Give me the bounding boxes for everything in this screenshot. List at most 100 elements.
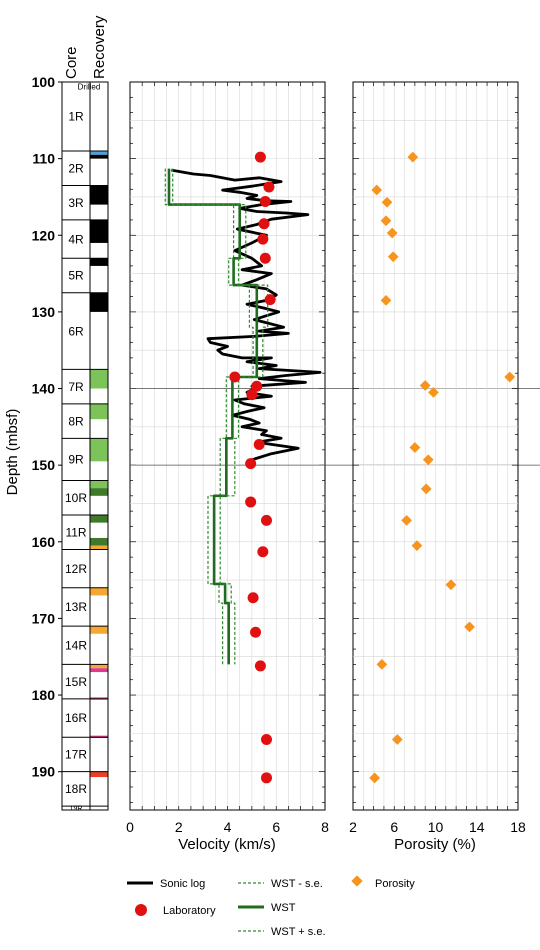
lab-point-4 xyxy=(257,233,269,245)
lab-point-0 xyxy=(254,151,266,163)
depth-tick-130: 130 xyxy=(32,304,56,320)
porosity-panel: 2 6 10 14 18 Porosity (%) xyxy=(349,81,526,853)
recovery-interval-1 xyxy=(90,154,108,159)
porosity-point-12 xyxy=(420,483,432,495)
porosity-point-3 xyxy=(380,215,392,227)
depth-tick-100: 100 xyxy=(32,74,56,90)
sonic-log-line xyxy=(171,168,322,462)
recovery-interval-16 xyxy=(90,664,108,669)
core-label-16R: 16R xyxy=(65,711,87,725)
velocity-xtick-6: 6 xyxy=(272,819,280,835)
recovery-interval-10 xyxy=(90,488,108,496)
wst-s-e--line xyxy=(172,168,269,665)
core-label-6R: 6R xyxy=(68,324,84,338)
core-label-1R: 1R xyxy=(68,110,84,124)
core-column-frame xyxy=(61,81,91,811)
legend-porosity-swatch xyxy=(351,875,363,887)
recovery-interval-0 xyxy=(90,150,108,155)
legend-lab-swatch xyxy=(135,904,147,916)
porosity-point-1 xyxy=(371,184,383,196)
core-label-13R: 13R xyxy=(65,600,87,614)
porosity-point-5 xyxy=(387,251,399,263)
lab-point-13 xyxy=(261,514,272,526)
velocity-series xyxy=(130,151,540,784)
lab-point-15 xyxy=(247,592,259,604)
core-label-10R: 10R xyxy=(65,491,87,505)
core-label-12R: 12R xyxy=(65,562,87,576)
lab-point-11 xyxy=(245,458,257,470)
lab-point-14 xyxy=(257,546,269,558)
recovery-interval-15 xyxy=(90,626,108,634)
porosity-point-6 xyxy=(380,295,392,306)
recovery-interval-20 xyxy=(90,771,108,778)
lab-point-5 xyxy=(259,252,271,264)
depth-tick-150: 150 xyxy=(32,457,56,473)
lab-point-8 xyxy=(251,380,263,392)
lab-point-9 xyxy=(246,389,258,401)
velocity-x-ticks: 0 2 4 6 8 xyxy=(126,819,329,835)
velocity-xtick-4: 4 xyxy=(224,819,232,835)
core-label-2R: 2R xyxy=(68,161,84,175)
velocity-xtick-8: 8 xyxy=(321,819,329,835)
porosity-point-15 xyxy=(445,579,457,591)
porosity-point-4 xyxy=(386,227,398,239)
depth-tick-190: 190 xyxy=(32,764,56,780)
depth-tick-160: 160 xyxy=(32,534,56,550)
porosity-x-ticks: 2 6 10 14 18 xyxy=(349,819,526,835)
depth-tick-140: 140 xyxy=(32,381,56,397)
legend-porosity-label: Porosity xyxy=(375,878,415,890)
velocity-x-label: Velocity (km/s) xyxy=(178,836,276,853)
porosity-point-16 xyxy=(464,621,475,633)
recovery-interval-9 xyxy=(90,480,108,489)
porosity-point-18 xyxy=(391,734,403,745)
depth-tick-170: 170 xyxy=(32,610,56,626)
recovery-column xyxy=(89,81,109,811)
porosity-point-13 xyxy=(401,514,412,526)
recovery-interval-6 xyxy=(90,369,108,389)
legend-lab-label: Laboratory xyxy=(163,905,216,917)
porosity-xtick-18: 18 xyxy=(510,819,526,835)
velocity-panel: 0 2 4 6 8 Velocity (km/s) xyxy=(126,81,540,853)
core-label-14R: 14R xyxy=(65,638,87,652)
lab-point-10 xyxy=(253,438,265,450)
lab-point-3 xyxy=(258,218,270,230)
porosity-point-10 xyxy=(409,442,421,453)
core-label-11R: 11R xyxy=(65,525,86,539)
porosity-point-0 xyxy=(407,151,419,163)
porosity-point-17 xyxy=(376,659,388,670)
core-label-9R: 9R xyxy=(68,453,84,467)
recovery-interval-3 xyxy=(90,219,108,243)
core-intervals: 1R 2R 3R 4R 5R 6R 7R 8R 9R 10R 11R 12R 13R 14R 15R 16R 1… xyxy=(61,81,91,813)
core-label-15R: 15R xyxy=(65,675,87,689)
legend-wst-label: WST xyxy=(271,902,296,914)
core-label-4R: 4R xyxy=(68,232,84,246)
porosity-point-7 xyxy=(504,371,516,383)
porosity-point-8 xyxy=(419,380,431,391)
depth-axis-label: Depth (mbsf) xyxy=(4,409,21,496)
core-label-18R: 18R xyxy=(65,782,87,796)
depth-tick-110: 110 xyxy=(32,151,55,167)
core-label-19R: 19R xyxy=(70,806,83,813)
lab-point-1 xyxy=(263,181,275,193)
porosity-xtick-2: 2 xyxy=(349,819,357,835)
lab-point-2 xyxy=(259,196,271,208)
porosity-xtick-14: 14 xyxy=(469,819,485,835)
depth-tick-180: 180 xyxy=(32,687,56,703)
lab-point-17 xyxy=(254,660,266,672)
wst-line xyxy=(167,168,259,665)
porosity-point-2 xyxy=(381,196,393,208)
lab-point-19 xyxy=(261,772,272,784)
porosity-point-19 xyxy=(369,772,381,784)
core-label-8R: 8R xyxy=(68,414,84,428)
core-label-7R: 7R xyxy=(68,380,84,394)
recovery-interval-5 xyxy=(90,292,108,312)
drilled-label: Drilled xyxy=(78,83,101,92)
porosity-point-11 xyxy=(422,454,434,466)
depth-tick-labels: 100 110 120 130 140 150 160 170 180 190 xyxy=(32,74,62,780)
recovery-interval-12 xyxy=(90,537,108,546)
recovery-interval-8 xyxy=(90,438,108,462)
porosity-series xyxy=(369,151,516,784)
porosity-x-label: Porosity (%) xyxy=(394,836,476,853)
lab-point-12 xyxy=(245,496,257,508)
recovery-interval-11 xyxy=(90,514,108,523)
